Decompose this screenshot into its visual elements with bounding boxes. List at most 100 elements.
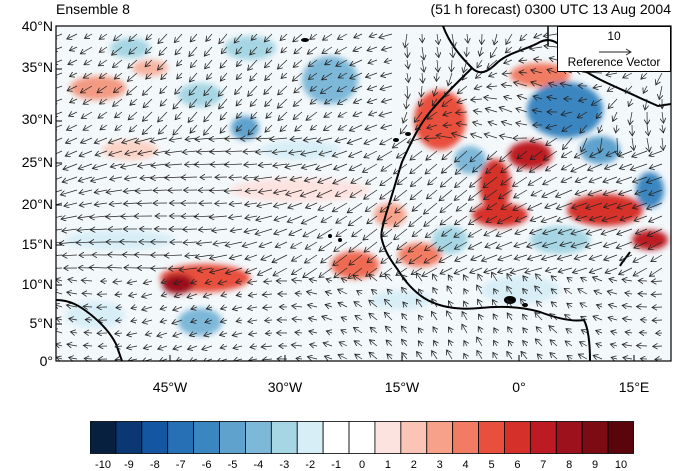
- wind-vector: [338, 355, 348, 360]
- wind-vector: [594, 291, 603, 294]
- wind-vector: [418, 315, 422, 320]
- wind-vector: [464, 289, 467, 294]
- wind-vector: [633, 267, 648, 276]
- wind-vector: [189, 85, 198, 95]
- wind-vector: [56, 137, 63, 142]
- wind-vector: [415, 125, 423, 130]
- wind-vector: [332, 202, 348, 212]
- wind-vector: [264, 281, 273, 282]
- wind-vector: [402, 314, 408, 321]
- wind-vector: [190, 98, 198, 108]
- wind-vector: [387, 354, 392, 359]
- wind-vectors: [56, 30, 664, 361]
- wind-vector: [394, 163, 408, 174]
- wind-vector: [205, 98, 213, 107]
- wind-vector: [369, 313, 378, 321]
- wind-vector: [618, 150, 633, 157]
- wind-vector: [487, 202, 498, 210]
- wind-vector: [169, 138, 183, 140]
- wind-vector: [56, 318, 63, 320]
- wind-vector: [289, 151, 303, 153]
- wind-vector: [508, 327, 512, 334]
- wind-vector: [546, 163, 558, 171]
- lon-label-15w: 15°W: [384, 379, 420, 395]
- wind-vector: [175, 46, 183, 55]
- colorbar-box: [452, 421, 479, 454]
- wind-vector: [80, 46, 93, 54]
- wind-vector: [145, 333, 153, 335]
- wind-vector: [535, 339, 543, 347]
- wind-vector: [480, 46, 483, 56]
- wind-vector: [321, 254, 333, 263]
- wind-vector: [63, 163, 78, 170]
- wind-vector: [350, 59, 363, 66]
- wind-vector: [442, 228, 453, 236]
- wind-vector: [173, 307, 183, 310]
- wind-vector: [377, 150, 393, 160]
- wind-vector: [236, 320, 243, 322]
- wind-vector: [236, 72, 243, 80]
- wind-vector: [394, 189, 408, 201]
- colorbar-label: -6: [201, 459, 212, 471]
- wind-vector: [115, 359, 123, 360]
- wind-vector: [380, 189, 393, 199]
- wind-vector: [81, 280, 93, 281]
- wind-vector: [541, 215, 558, 222]
- wind-vector: [351, 176, 363, 183]
- wind-vector: [349, 254, 363, 265]
- wind-vector: [295, 332, 303, 333]
- wind-vector: [600, 137, 602, 153]
- wind-vector: [205, 320, 213, 323]
- wind-vector: [417, 352, 423, 360]
- wind-vector: [455, 150, 468, 162]
- wind-vector: [293, 111, 303, 120]
- wind-vector: [433, 274, 438, 282]
- wind-vector: [56, 202, 63, 206]
- wind-vector: [158, 346, 168, 349]
- wind-vector: [245, 254, 258, 259]
- wind-vector: [603, 189, 618, 195]
- wind-vector: [623, 72, 633, 78]
- wind-vector: [229, 203, 243, 204]
- wind-vector: [434, 85, 437, 96]
- wind-vector: [221, 307, 228, 309]
- wind-vector: [630, 163, 648, 170]
- wind-vector: [363, 228, 378, 240]
- wind-vector: [115, 294, 123, 295]
- wind-vector: [516, 123, 528, 125]
- wind-vector: [218, 85, 228, 96]
- wind-vector: [202, 346, 213, 350]
- wind-vector: [513, 176, 528, 187]
- wind-vector: [281, 72, 288, 79]
- wind-vector: [648, 241, 663, 249]
- wind-vector: [428, 176, 438, 185]
- wind-vector: [319, 151, 333, 155]
- wind-vector: [469, 189, 483, 200]
- wind-vector: [341, 317, 348, 320]
- colorbar-label: 9: [592, 459, 599, 471]
- wind-vector: [318, 176, 333, 183]
- wind-vector: [562, 124, 573, 131]
- wind-vector: [326, 331, 333, 333]
- wind-vector: [165, 177, 183, 178]
- wind-vector: [561, 112, 573, 115]
- wind-vector: [633, 254, 648, 262]
- wind-vector: [406, 98, 407, 109]
- wind-vector: [277, 98, 288, 108]
- wind-vector: [493, 314, 497, 321]
- wind-vector: [425, 241, 438, 251]
- wind-vector: [473, 122, 483, 125]
- wind-vector: [109, 203, 123, 204]
- wind-vector: [456, 123, 468, 125]
- wind-vector: [497, 215, 513, 224]
- wind-vector: [622, 279, 633, 281]
- wind-vector: [590, 150, 603, 157]
- wind-vector: [380, 267, 393, 277]
- wind-vector: [579, 99, 588, 101]
- wind-vector: [89, 267, 108, 268]
- wind-vector: [274, 215, 288, 220]
- wind-vector: [326, 279, 333, 281]
- wind-vector: [596, 305, 602, 307]
- wind-vector: [138, 164, 153, 166]
- wind-vector: [410, 150, 423, 160]
